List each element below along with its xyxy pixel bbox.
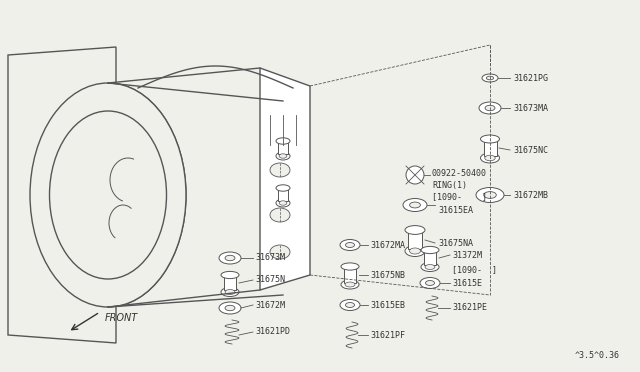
Text: RING(1): RING(1): [432, 180, 467, 189]
Text: 31672MB: 31672MB: [513, 190, 548, 199]
Text: 31615EA: 31615EA: [438, 205, 473, 215]
Ellipse shape: [270, 163, 290, 177]
Ellipse shape: [270, 245, 290, 259]
Ellipse shape: [405, 225, 425, 234]
Ellipse shape: [221, 272, 239, 279]
Text: 31673MA: 31673MA: [513, 103, 548, 112]
Ellipse shape: [279, 201, 287, 205]
Ellipse shape: [225, 305, 235, 311]
Ellipse shape: [486, 76, 493, 80]
Ellipse shape: [481, 135, 499, 143]
Text: [1090-  ]: [1090- ]: [452, 266, 497, 275]
Text: 31621PF: 31621PF: [370, 330, 405, 340]
Polygon shape: [224, 276, 236, 290]
Text: 31615EB: 31615EB: [370, 301, 405, 310]
Text: 31621PD: 31621PD: [255, 327, 290, 337]
Text: 31615E: 31615E: [452, 279, 482, 288]
Text: 31675NC: 31675NC: [513, 145, 548, 154]
Text: [1090-    ]: [1090- ]: [432, 192, 487, 202]
Ellipse shape: [410, 202, 420, 208]
Ellipse shape: [49, 111, 166, 279]
Ellipse shape: [425, 264, 435, 269]
Text: 31621PG: 31621PG: [513, 74, 548, 83]
Ellipse shape: [221, 288, 239, 296]
Polygon shape: [483, 140, 497, 156]
Ellipse shape: [406, 166, 424, 184]
Polygon shape: [424, 251, 436, 265]
Ellipse shape: [482, 74, 498, 82]
Text: 31621PE: 31621PE: [452, 304, 487, 312]
Ellipse shape: [346, 302, 355, 308]
Ellipse shape: [276, 152, 290, 160]
Ellipse shape: [421, 246, 439, 254]
Ellipse shape: [403, 199, 427, 212]
Ellipse shape: [30, 83, 186, 307]
Text: ^3.5^0.36: ^3.5^0.36: [575, 351, 620, 360]
Text: 31675N: 31675N: [255, 276, 285, 285]
Text: 31672M: 31672M: [255, 301, 285, 310]
Ellipse shape: [345, 282, 355, 287]
Ellipse shape: [476, 187, 504, 202]
Polygon shape: [344, 267, 356, 282]
Ellipse shape: [405, 246, 425, 257]
Ellipse shape: [485, 105, 495, 111]
Polygon shape: [408, 231, 422, 249]
Ellipse shape: [219, 252, 241, 264]
Polygon shape: [278, 189, 288, 201]
Ellipse shape: [346, 243, 355, 247]
Ellipse shape: [341, 263, 359, 270]
Text: 31675NA: 31675NA: [438, 238, 473, 247]
Text: 31673M: 31673M: [255, 253, 285, 263]
Ellipse shape: [49, 111, 166, 279]
Polygon shape: [260, 68, 310, 290]
Ellipse shape: [421, 263, 439, 272]
Ellipse shape: [276, 199, 290, 207]
Ellipse shape: [340, 299, 360, 311]
Text: 00922-50400: 00922-50400: [432, 169, 487, 177]
Text: FRONT: FRONT: [105, 313, 138, 323]
Ellipse shape: [341, 280, 359, 289]
Ellipse shape: [225, 289, 235, 295]
Polygon shape: [8, 47, 116, 343]
Ellipse shape: [340, 240, 360, 250]
Ellipse shape: [270, 208, 290, 222]
Ellipse shape: [30, 83, 186, 307]
Ellipse shape: [484, 192, 496, 198]
Ellipse shape: [276, 185, 290, 191]
Ellipse shape: [479, 102, 501, 114]
Ellipse shape: [276, 138, 290, 144]
Ellipse shape: [481, 153, 499, 163]
Polygon shape: [278, 142, 288, 154]
Ellipse shape: [484, 155, 495, 161]
Ellipse shape: [225, 255, 235, 261]
Text: 31672MA: 31672MA: [370, 241, 405, 250]
Ellipse shape: [279, 154, 287, 158]
Ellipse shape: [426, 280, 435, 285]
Ellipse shape: [219, 302, 241, 314]
Text: 31675NB: 31675NB: [370, 270, 405, 279]
Ellipse shape: [420, 278, 440, 289]
Text: 31372M: 31372M: [452, 250, 482, 260]
Ellipse shape: [410, 248, 420, 254]
